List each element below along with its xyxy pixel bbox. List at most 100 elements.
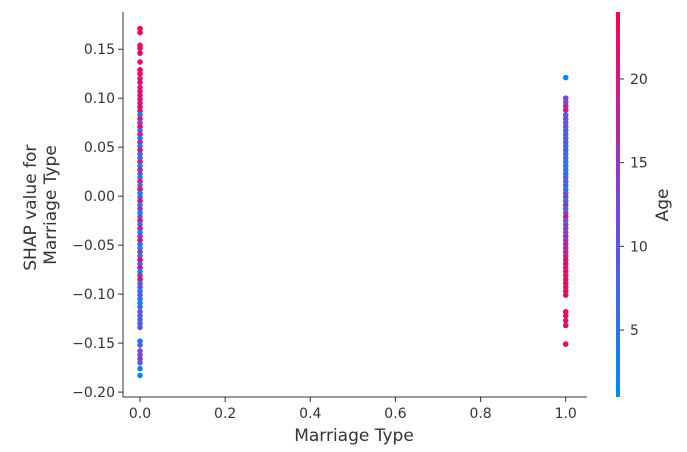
x-tick-label: 0.2 bbox=[214, 406, 236, 422]
scatter-points bbox=[137, 25, 569, 379]
scatter-point bbox=[562, 119, 569, 126]
scatter-point bbox=[562, 213, 569, 220]
scatter-point bbox=[562, 74, 569, 81]
colorbar-ticks: 5 10 15 20 bbox=[620, 72, 648, 339]
scatter-point bbox=[562, 225, 569, 232]
colorbar-label: Age bbox=[653, 189, 673, 222]
scatter-point bbox=[137, 324, 143, 331]
scatter-point bbox=[137, 59, 143, 65]
scatter-point bbox=[137, 96, 143, 102]
scatter-point bbox=[562, 268, 569, 275]
scatter-point bbox=[137, 237, 143, 244]
scatter-point bbox=[137, 264, 143, 271]
scatter-point bbox=[562, 131, 569, 138]
scatter-point bbox=[137, 194, 143, 200]
scatter-point bbox=[562, 182, 569, 189]
scatter-point bbox=[562, 210, 569, 216]
scatter-point bbox=[562, 202, 569, 208]
scatter-point bbox=[562, 178, 569, 185]
scatter-point bbox=[562, 341, 569, 347]
scatter-point bbox=[137, 186, 143, 193]
scatter-point bbox=[137, 178, 143, 185]
scatter-point bbox=[562, 253, 569, 259]
x-tick-label: 1.0 bbox=[555, 406, 577, 422]
scatter-point bbox=[137, 159, 143, 165]
scatter-point bbox=[562, 194, 569, 200]
scatter-point bbox=[562, 151, 569, 157]
scatter-point bbox=[137, 276, 143, 283]
scatter-point bbox=[137, 352, 143, 358]
scatter-point bbox=[137, 166, 143, 173]
scatter-point bbox=[137, 241, 143, 247]
scatter-point bbox=[137, 348, 143, 354]
scatter-point bbox=[137, 151, 143, 157]
scatter-point bbox=[562, 186, 569, 193]
scatter-point bbox=[562, 260, 569, 267]
scatter-point bbox=[562, 241, 569, 247]
scatter-point bbox=[137, 135, 143, 142]
scatter-point bbox=[137, 296, 143, 302]
scatter-point bbox=[562, 135, 569, 142]
scatter-point bbox=[137, 202, 143, 208]
colorbar bbox=[616, 12, 620, 397]
colorbar-tick-label: 10 bbox=[630, 239, 648, 255]
scatter-point bbox=[562, 272, 569, 279]
scatter-point bbox=[137, 100, 143, 106]
x-tick-label: 0.8 bbox=[469, 406, 491, 422]
scatter-point bbox=[562, 276, 569, 283]
scatter-point bbox=[137, 217, 143, 224]
scatter-point bbox=[137, 127, 143, 134]
scatter-point bbox=[137, 213, 143, 220]
y-tick-label: −0.05 bbox=[72, 238, 115, 254]
scatter-point bbox=[137, 359, 143, 366]
y-tick-label: 0.10 bbox=[84, 91, 115, 107]
scatter-point bbox=[562, 170, 569, 177]
scatter-point bbox=[137, 112, 143, 118]
scatter-point bbox=[562, 284, 569, 291]
scatter-point bbox=[137, 84, 143, 91]
scatter-point bbox=[137, 88, 143, 95]
scatter-point bbox=[137, 131, 143, 138]
scatter-point bbox=[562, 99, 569, 105]
scatter-point bbox=[137, 365, 143, 372]
scatter-point bbox=[137, 66, 143, 73]
scatter-point bbox=[562, 221, 569, 228]
scatter-point bbox=[137, 170, 143, 177]
scatter-point bbox=[137, 292, 143, 298]
scatter-point bbox=[562, 312, 569, 319]
scatter-point bbox=[137, 312, 143, 319]
scatter-point bbox=[562, 174, 569, 181]
scatter-point bbox=[562, 288, 569, 294]
scatter-point bbox=[137, 104, 143, 110]
scatter-point bbox=[137, 123, 143, 130]
scatter-point bbox=[137, 268, 143, 275]
y-tick-label: −0.20 bbox=[72, 385, 115, 401]
scatter-point bbox=[562, 257, 569, 263]
scatter-point bbox=[137, 108, 143, 114]
scatter-point bbox=[562, 115, 569, 122]
scatter-point bbox=[137, 119, 143, 126]
scatter-point bbox=[137, 253, 143, 259]
scatter-point bbox=[562, 264, 569, 271]
scatter-point bbox=[137, 233, 143, 240]
scatter-point bbox=[562, 237, 569, 244]
scatter-point bbox=[137, 272, 143, 279]
scatter-point bbox=[137, 206, 143, 212]
scatter-point bbox=[137, 45, 143, 52]
scatter-point bbox=[137, 92, 143, 99]
scatter-point bbox=[562, 249, 569, 255]
scatter-point bbox=[562, 206, 569, 212]
scatter-point bbox=[137, 143, 143, 150]
scatter-point bbox=[137, 70, 143, 77]
scatter-point bbox=[137, 50, 143, 56]
x-tick-label: 0.4 bbox=[299, 406, 321, 422]
scatter-point bbox=[137, 257, 143, 263]
scatter-point bbox=[137, 342, 143, 348]
scatter-point bbox=[562, 155, 569, 161]
scatter-point bbox=[137, 260, 143, 267]
y-tick-label: 0.00 bbox=[84, 189, 115, 205]
scatter-point bbox=[137, 304, 143, 310]
scatter-point bbox=[137, 280, 143, 287]
scatter-point bbox=[137, 198, 143, 204]
